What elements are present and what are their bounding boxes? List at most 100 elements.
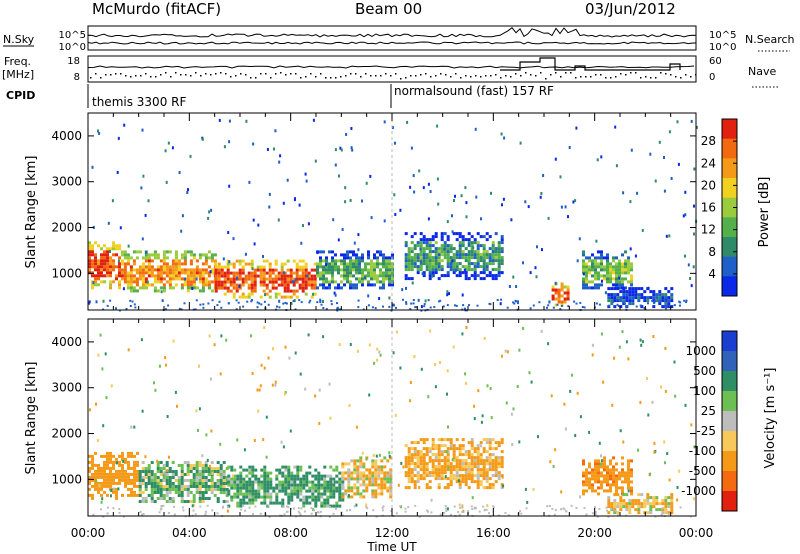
echo-cell xyxy=(262,277,266,281)
near-range-cell xyxy=(617,299,620,301)
sporadic-cell xyxy=(463,268,466,272)
near-range-cell xyxy=(309,299,312,302)
echo-cell xyxy=(192,277,196,281)
echo-cell xyxy=(233,480,237,484)
echo-cell xyxy=(467,477,471,481)
echo-cell xyxy=(646,502,650,506)
sporadic-cell xyxy=(465,381,468,385)
echo-cell xyxy=(284,480,288,484)
echo-cell xyxy=(449,483,453,487)
echo-cell xyxy=(367,253,370,257)
sporadic-cell xyxy=(664,347,667,350)
echo-cell xyxy=(103,253,106,257)
sporadic-cell xyxy=(141,128,144,132)
echo-cell xyxy=(210,268,214,272)
echo-cell xyxy=(467,486,471,490)
echo-cell xyxy=(443,438,447,442)
echo-cell xyxy=(346,271,349,275)
echo-cell xyxy=(370,277,373,281)
near-range-cell xyxy=(506,306,509,309)
echo-cell xyxy=(407,474,411,478)
echo-cell xyxy=(311,495,315,499)
echo-cell xyxy=(302,501,306,505)
echo-cell xyxy=(144,482,148,485)
echo-cell xyxy=(455,468,459,472)
echo-cell xyxy=(479,256,483,260)
echo-cell xyxy=(159,473,163,476)
echo-cell xyxy=(325,265,328,269)
echo-cell xyxy=(287,483,291,487)
echo-cell xyxy=(640,502,644,506)
echo-cell xyxy=(141,482,145,485)
echo-cell xyxy=(658,302,662,306)
sporadic-cell xyxy=(409,185,412,189)
echo-cell xyxy=(115,277,118,281)
echo-cell xyxy=(560,300,564,304)
echo-cell xyxy=(407,456,411,460)
echo-cell xyxy=(106,451,109,455)
near-range-cell xyxy=(165,308,167,311)
echo-cell xyxy=(600,283,603,287)
echo-cell xyxy=(591,474,594,478)
echo-cell xyxy=(248,495,252,499)
echo-cell xyxy=(458,268,462,272)
echo-cell xyxy=(302,486,306,490)
sporadic-cell xyxy=(361,451,364,455)
echo-cell xyxy=(374,474,378,478)
echo-cell xyxy=(428,238,432,242)
echo-cell xyxy=(120,250,124,254)
echo-cell xyxy=(329,474,333,478)
nave-dot xyxy=(655,77,657,79)
echo-cell xyxy=(630,262,633,266)
echo-cell xyxy=(464,253,468,257)
echo-cell xyxy=(425,241,429,245)
sporadic-cell xyxy=(405,286,407,290)
sporadic-cell xyxy=(443,247,446,251)
sporadic-cell xyxy=(436,177,439,181)
echo-cell xyxy=(133,460,136,464)
echo-cell xyxy=(150,265,154,269)
echo-cell xyxy=(183,473,187,476)
sporadic-cell xyxy=(668,234,671,238)
echo-cell xyxy=(582,492,585,496)
echo-cell xyxy=(416,441,420,445)
echo-cell xyxy=(494,468,498,472)
echo-cell xyxy=(127,451,130,455)
echo-cell xyxy=(458,462,462,466)
echo-cell xyxy=(661,293,665,297)
echo-cell xyxy=(265,292,269,296)
echo-cell xyxy=(410,235,414,239)
echo-cell xyxy=(630,486,633,490)
sporadic-cell xyxy=(282,445,285,449)
echo-cell xyxy=(328,286,331,290)
power-colorbar-tick-label: 28 xyxy=(701,134,716,148)
echo-cell xyxy=(251,501,255,505)
echo-cell xyxy=(329,483,333,487)
echo-cell xyxy=(168,497,172,500)
echo-cell xyxy=(640,296,644,300)
nave-dot xyxy=(495,74,497,76)
echo-cell xyxy=(377,468,381,472)
echo-cell xyxy=(618,268,621,272)
echo-cell xyxy=(236,492,240,496)
echo-cell xyxy=(624,286,627,290)
near-range-cell xyxy=(248,506,251,509)
echo-cell xyxy=(296,468,300,472)
echo-cell xyxy=(621,471,624,475)
near-range-cell xyxy=(374,307,377,310)
echo-cell xyxy=(88,244,91,248)
near-range-cell xyxy=(664,300,667,303)
sporadic-cell xyxy=(208,464,211,468)
echo-cell xyxy=(207,497,211,500)
echo-cell xyxy=(316,271,319,275)
echo-cell xyxy=(310,283,314,287)
sporadic-cell xyxy=(171,146,174,150)
echo-cell xyxy=(582,283,585,287)
echo-cell xyxy=(422,238,426,242)
echo-cell xyxy=(180,470,184,473)
echo-cell xyxy=(328,250,331,254)
echo-cell xyxy=(320,477,324,481)
echo-cell xyxy=(437,474,441,478)
echo-cell xyxy=(458,480,462,484)
